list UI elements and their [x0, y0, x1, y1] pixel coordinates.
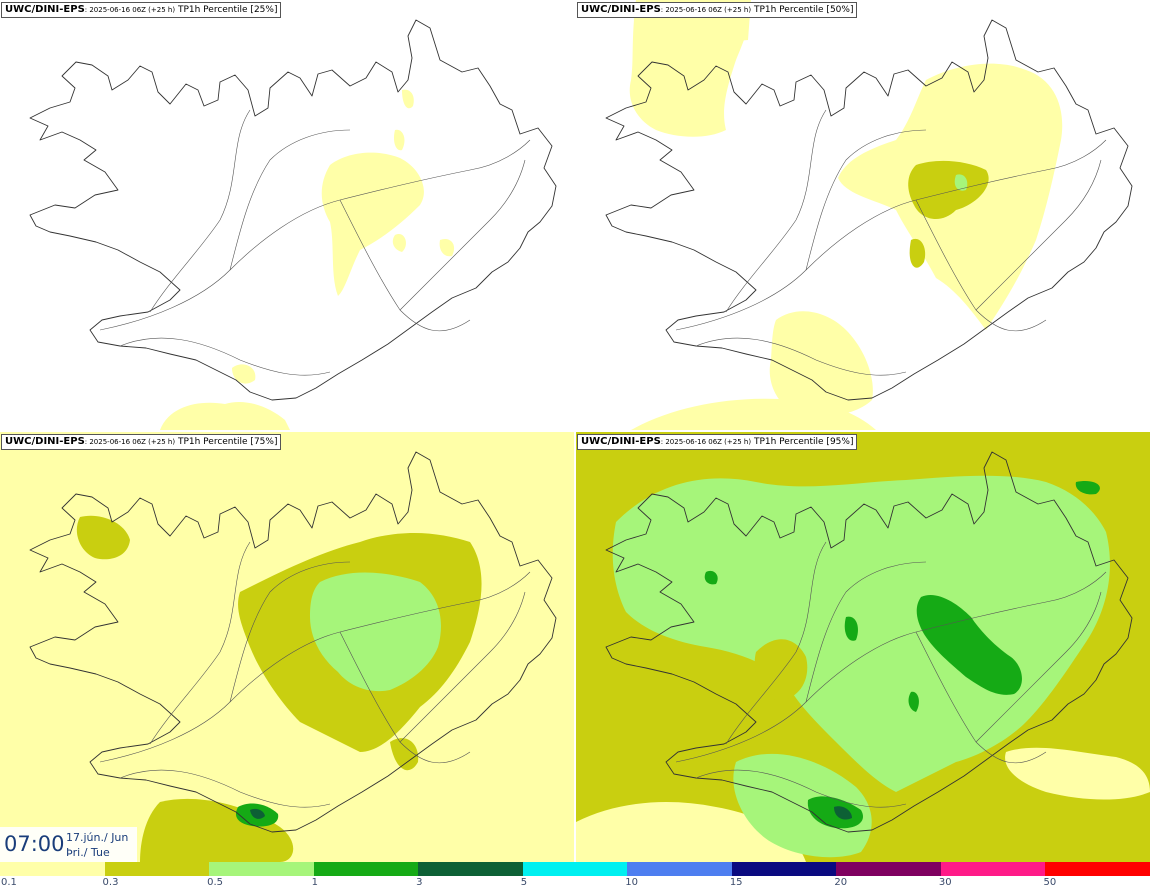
legend-swatch [209, 862, 315, 876]
legend-label: 1 [311, 877, 318, 888]
panel-title: UWC/DINI-EPS: 2025-06-16 06Z (+25 h) TP1… [577, 2, 858, 18]
precip-area [390, 738, 419, 771]
precip-area [393, 129, 405, 151]
legend-swatch [1045, 862, 1150, 876]
legend-label: 50 [1043, 877, 1057, 888]
road-line [675, 139, 1107, 331]
legend-swatch [313, 862, 419, 876]
road-line [229, 561, 351, 703]
map-panel-p25: UWC/DINI-EPS: 2025-06-16 06Z (+25 h) TP1… [0, 0, 574, 430]
precip-area [631, 398, 876, 430]
precip-map-p75 [0, 432, 574, 862]
precip-map-p25 [29, 19, 557, 430]
legend-swatch [104, 862, 210, 876]
precip-area [844, 616, 858, 641]
precip-area [733, 753, 872, 858]
legend-label: 0.5 [207, 877, 223, 888]
legend-label: 10 [625, 877, 638, 888]
road-line [149, 541, 251, 745]
legend-label: 20 [834, 877, 848, 888]
map-panel-p50: UWC/DINI-EPS: 2025-06-16 06Z (+25 h) TP1… [576, 0, 1150, 430]
valid-time: 07:00 [4, 832, 65, 856]
road-line [805, 561, 927, 703]
precip-area [402, 89, 414, 109]
precip-area [629, 0, 749, 137]
road-line [99, 139, 531, 331]
precip-area [612, 475, 1110, 792]
precip-area [916, 594, 1022, 695]
precip-area [834, 806, 852, 820]
legend-label: 5 [520, 877, 528, 888]
coastline [29, 19, 557, 401]
valid-date: 17.jún./ Jun [66, 831, 129, 844]
valid-weekday: Þri./ Tue [66, 846, 110, 859]
legend-label: 30 [938, 877, 952, 888]
precip-area [1075, 481, 1100, 495]
coastline [605, 451, 1133, 833]
panel-title: UWC/DINI-EPS: 2025-06-16 06Z (+25 h) TP1… [1, 2, 282, 18]
valid-time-box [0, 827, 137, 862]
precip-area [310, 572, 441, 692]
panel-title: UWC/DINI-EPS: 2025-06-16 06Z (+25 h) TP1… [1, 434, 282, 450]
precip-area [250, 808, 265, 819]
legend-label: 3 [416, 877, 423, 888]
road-line [119, 337, 331, 376]
road-line [99, 571, 531, 763]
legend-swatch [522, 862, 628, 876]
road-line [229, 129, 351, 271]
precip-area [909, 238, 926, 268]
precip-area [392, 233, 406, 252]
precip-color-legend: 0.1 0.3 0.5 1 3 5 10 15 20 30 50 [0, 862, 1150, 891]
precip-area [76, 515, 130, 560]
road-line [975, 159, 1102, 311]
legend-swatch [940, 862, 1046, 876]
legend-swatch [836, 862, 942, 876]
road-line [725, 541, 827, 745]
precip-area [1005, 747, 1150, 800]
panel-title: UWC/DINI-EPS: 2025-06-16 06Z (+25 h) TP1… [577, 434, 858, 450]
coastline [29, 451, 557, 833]
legend-label: 15 [729, 877, 743, 888]
road-line [695, 337, 907, 376]
legend-swatch [731, 862, 837, 876]
precip-area [908, 160, 989, 220]
legend-swatch [0, 862, 106, 876]
road-line [695, 769, 907, 808]
precip-area [908, 691, 919, 712]
coastline [605, 19, 1133, 401]
legend-label: 0.1 [1, 877, 17, 888]
legend-label: 0.3 [102, 877, 119, 888]
road-line [399, 159, 526, 311]
road-line [805, 129, 927, 271]
road-line [675, 571, 1107, 763]
map-panel-p95: UWC/DINI-EPS: 2025-06-16 06Z (+25 h) TP1… [576, 432, 1150, 862]
legend-swatch [627, 862, 733, 876]
precip-map-p50 [605, 0, 1133, 430]
map-panel-p75: UWC/DINI-EPS: 2025-06-16 06Z (+25 h) TP1… [0, 432, 574, 862]
precip-area [439, 238, 455, 257]
road-line [399, 591, 526, 743]
road-line [975, 591, 1102, 743]
road-line [149, 109, 251, 313]
legend-swatch [418, 862, 524, 876]
precip-area [321, 152, 424, 296]
road-line [725, 109, 827, 313]
precip-area [232, 364, 256, 384]
precip-area [769, 311, 873, 416]
precip-area [954, 174, 968, 191]
road-line [119, 769, 331, 808]
precip-area [160, 401, 290, 430]
precip-area [704, 570, 718, 585]
precip-map-p95 [576, 432, 1150, 862]
